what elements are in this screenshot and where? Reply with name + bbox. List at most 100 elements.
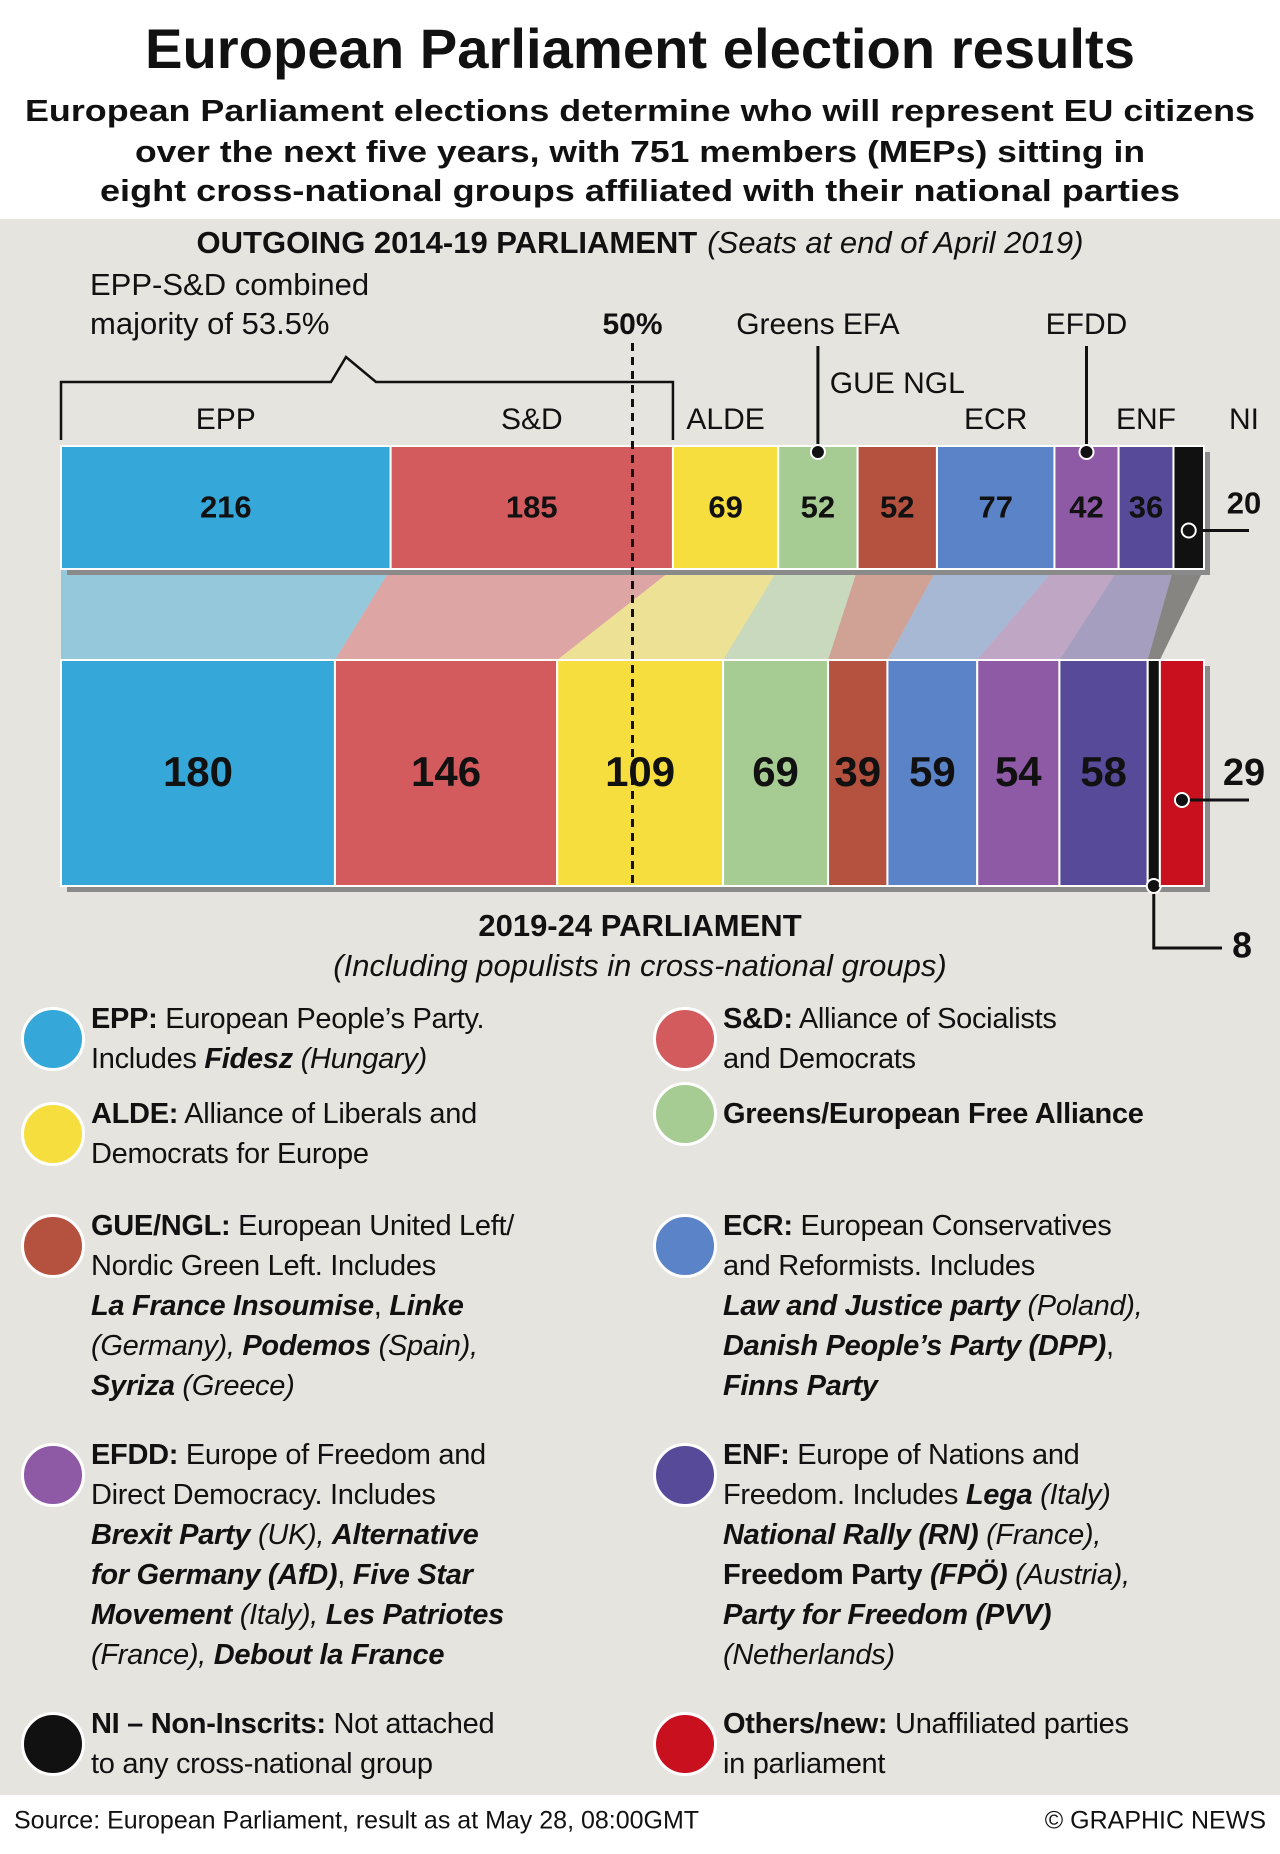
flow-ribbon [334, 569, 673, 660]
flow-ribbon [977, 569, 1119, 660]
bar-segment [886, 659, 979, 887]
legend-text: ENF: [723, 1439, 790, 1471]
legend-entry: EPP: European People’s Party. Includes Fi… [91, 999, 485, 1079]
legend-text: (Greece) [174, 1370, 295, 1402]
legend-line: Brexit Party (UK), Alternative [91, 1515, 504, 1555]
legend-text: European Conservatives [792, 1210, 1112, 1242]
legend-text: Alternative [331, 1519, 479, 1551]
legend-line: Freedom. Includes Lega (Italy) [723, 1475, 1130, 1515]
legend-line: Greens/European Free Alliance [723, 1094, 1144, 1134]
category-label: ALDE [686, 403, 764, 436]
legend-line: Finns Party [723, 1366, 1142, 1406]
value-label: 58 [1080, 748, 1127, 795]
source: Source: European Parliament, result as a… [14, 1807, 699, 1835]
value-label: 20 [1227, 486, 1261, 521]
bar-segment [671, 445, 780, 570]
legend-text: Freedom Party [723, 1559, 930, 1591]
legend-entry: ENF: Europe of Nations and Freedom. Inclu… [723, 1435, 1130, 1675]
legend-text: (Austria), [1007, 1559, 1130, 1591]
legend-line: Others/new: Unaffiliated parties [723, 1704, 1129, 1744]
legend-text: (FPÖ) [929, 1559, 1008, 1591]
bar-segment [777, 445, 859, 570]
legend-line: National Rally (RN) (France), [723, 1515, 1130, 1555]
legend-text: Not attached [325, 1708, 495, 1740]
credit: © GRAPHIC NEWS [1045, 1807, 1266, 1835]
bar-note: (Seats at end of April 2019) [707, 225, 1083, 260]
legend-line: ECR: European Conservatives [723, 1206, 1142, 1246]
legend-text: (France), [91, 1639, 214, 1671]
flow-ribbon [61, 569, 391, 660]
legend-entry: GUE/NGL: European United Left/Nordic Gre… [91, 1206, 514, 1406]
bar-segment [1158, 659, 1205, 887]
value-label: 69 [708, 490, 742, 525]
bar-segment [935, 445, 1056, 570]
bar-segment [1172, 445, 1205, 570]
flow-ribbon [723, 569, 858, 660]
legend-line: S&D: Alliance of Socialists [723, 999, 1057, 1039]
legend-text: , [337, 1559, 353, 1591]
legend-line: Danish People’s Party (DPP), [723, 1326, 1142, 1366]
legend-line: EFDD: Europe of Freedom and [91, 1435, 504, 1475]
category-label: EPP [196, 403, 256, 436]
chart-title: European Parliament election results [145, 17, 1135, 80]
legend-line: (Germany), Podemos (Spain), [91, 1326, 514, 1366]
flow-ribbon [1059, 569, 1174, 660]
legend-line: La France Insoumise, Linke [91, 1286, 514, 1326]
leader-dot [1173, 792, 1190, 808]
legend-text: Nordic Green Left. Includes [91, 1250, 436, 1282]
legend-line: in parliament [723, 1744, 1129, 1784]
legend-line: Law and Justice party (Poland), [723, 1286, 1143, 1326]
legend-text: Others/new: [723, 1708, 888, 1740]
value-label: 52 [880, 490, 914, 525]
value-label: 8 [1232, 925, 1252, 965]
bar-segment [1058, 659, 1149, 887]
legend-line: Includes Fidesz (Hungary) [91, 1039, 484, 1079]
category-label: Greens EFA [736, 308, 899, 341]
legend-text: , [1106, 1330, 1114, 1362]
legend-entry: ECR: European Conservatives and Reformist… [723, 1206, 1143, 1406]
bar-segment [60, 445, 392, 570]
bar-segment [556, 659, 725, 887]
legend-text: (Poland), [1019, 1290, 1143, 1322]
bar-segment [722, 659, 830, 887]
legend-text: Podemos [242, 1330, 371, 1362]
legend-line: EPP: European People’s Party. [91, 999, 485, 1039]
legend-text: Party for Freedom (PVV) [723, 1599, 1052, 1631]
legend-text: Five Star [352, 1559, 473, 1591]
legend-swatch [653, 1007, 717, 1071]
legend-entry: Others/new: Unaffiliated parties in parli… [723, 1704, 1129, 1784]
legend-line: Direct Democracy. Includes [91, 1475, 504, 1515]
flow-ribbon [1147, 569, 1204, 660]
legend-text: Democrats for Europe [91, 1138, 369, 1170]
threshold-label: 50% [602, 308, 662, 341]
legend-text: Linke [389, 1290, 464, 1322]
legend-text: Syriza [91, 1370, 175, 1402]
legend-text: ECR: [723, 1210, 793, 1242]
legend-text: in parliament [723, 1748, 886, 1780]
category-label: EFDD [1046, 308, 1128, 341]
legend-line: and Democrats [723, 1039, 1057, 1079]
subtitle: eight cross-national groups affiliated w… [100, 173, 1180, 208]
legend-swatch [21, 1214, 85, 1278]
legend-line: Syriza (Greece) [91, 1366, 514, 1406]
legend-line: Democrats for Europe [91, 1134, 477, 1174]
value-label: 39 [834, 748, 881, 795]
legend-entry: EFDD: Europe of Freedom and Direct Democr… [91, 1435, 504, 1675]
annotation: EPP-S&D combined [90, 267, 369, 302]
legend-text: EFDD: [91, 1439, 179, 1471]
legend-text: Freedom. Includes [723, 1479, 966, 1511]
value-label: 54 [995, 748, 1042, 795]
legend-text: National Rally (RN) [723, 1519, 979, 1551]
legend-line: ENF: Europe of Nations and [723, 1435, 1130, 1475]
legend-line: ALDE: Alliance of Liberals and [91, 1094, 477, 1134]
leader-dot [809, 444, 826, 460]
legend-entry: ALDE: Alliance of Liberals and Democrats … [91, 1094, 477, 1174]
legend-text: Finns Party [723, 1370, 878, 1402]
legend-text: (France), [978, 1519, 1102, 1551]
legend-text: Lega [965, 1479, 1033, 1511]
bar-note: (Including populists in cross-national g… [333, 948, 946, 983]
legend-swatch [21, 1007, 85, 1071]
